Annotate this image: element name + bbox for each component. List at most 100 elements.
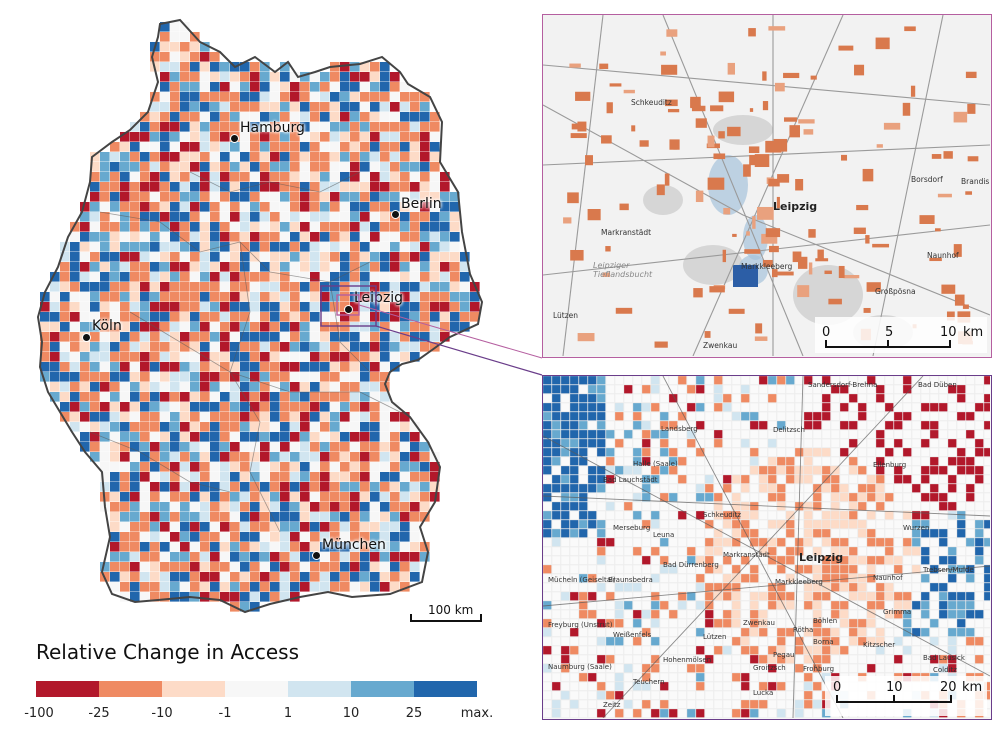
grid-cell: [180, 202, 190, 212]
grid-cell: [749, 699, 759, 709]
grid-cell: [578, 393, 588, 403]
grid-cell: [677, 429, 687, 439]
grid-cell: [938, 420, 948, 430]
grid-cell: [240, 72, 250, 82]
grid-cell: [767, 474, 777, 484]
grid-cell: [695, 699, 705, 709]
grid-cell: [650, 645, 660, 655]
grid-cell: [605, 519, 615, 529]
grid-cell: [70, 252, 80, 262]
grid-cell: [785, 645, 795, 655]
grid-cell: [190, 142, 200, 152]
grid-cell: [884, 645, 894, 655]
grid-cell: [250, 292, 260, 302]
grid-cell: [632, 528, 642, 538]
grid-cell: [210, 492, 220, 502]
grid-cell: [340, 172, 350, 182]
grid-cell: [560, 474, 570, 484]
grid-cell: [130, 412, 140, 422]
grid-cell: [210, 202, 220, 212]
grid-cell: [140, 522, 150, 532]
road: [543, 435, 990, 677]
grid-cell: [713, 376, 723, 385]
grid-cell: [200, 162, 210, 172]
grid-cell: [280, 162, 290, 172]
grid-cell: [578, 663, 588, 673]
grid-cell: [170, 112, 180, 122]
grid-cell: [821, 627, 831, 637]
grid-cell: [974, 564, 984, 574]
grid-cell: [857, 402, 867, 412]
germany-border: [36, 18, 484, 614]
grid-cell: [551, 564, 561, 574]
grid-cell: [200, 232, 210, 242]
grid-cell: [704, 564, 714, 574]
grid-cell: [686, 501, 696, 511]
grid-cell: [130, 402, 140, 412]
grid-cell: [170, 372, 180, 382]
grid-cell: [100, 442, 110, 452]
grid-cell: [821, 546, 831, 556]
grid-cell: [180, 182, 190, 192]
inset-top-scale-line: [825, 346, 951, 348]
settlement-patch: [946, 311, 955, 321]
grid-cell: [260, 472, 270, 482]
grid-cell: [170, 42, 180, 52]
inset-bottom-scale-unit: km: [962, 680, 983, 695]
grid-cell: [713, 690, 723, 700]
grid-cell: [220, 582, 230, 592]
grid-cell: [722, 627, 732, 637]
grid-cell: [340, 502, 350, 512]
grid-cell: [120, 132, 130, 142]
grid-cell: [180, 422, 190, 432]
grid-cell: [893, 609, 903, 619]
grid-cell: [150, 112, 160, 122]
settlement-patch: [765, 140, 782, 153]
grid-cell: [543, 681, 552, 691]
grid-cell: [551, 456, 561, 466]
grid-cell: [80, 292, 90, 302]
grid-cell: [677, 474, 687, 484]
grid-cell: [560, 699, 570, 709]
grid-cell: [140, 212, 150, 222]
grid-cell: [100, 432, 110, 442]
grid-cell: [749, 519, 759, 529]
grid-cell: [320, 132, 330, 142]
grid-cell: [160, 522, 170, 532]
grid-cell: [578, 582, 588, 592]
grid-cell: [929, 501, 939, 511]
grid-cell: [330, 292, 340, 302]
grid-cell: [380, 472, 390, 482]
grid-cell: [659, 618, 669, 628]
grid-cell: [210, 272, 220, 282]
grid-cell: [260, 372, 270, 382]
grid-cell: [420, 322, 430, 332]
grid-cell: [722, 672, 732, 682]
grid-cell: [812, 429, 822, 439]
grid-cell: [210, 172, 220, 182]
grid-cell: [250, 542, 260, 552]
grid-cell: [160, 272, 170, 282]
grid-cell: [260, 172, 270, 182]
grid-cell: [938, 393, 948, 403]
connector-top: [358, 304, 543, 359]
inset-top-place-label: Brandis: [961, 177, 990, 186]
grid-cell: [569, 591, 579, 601]
grid-cell: [270, 212, 280, 222]
highlight-cell-cluster: [733, 265, 758, 287]
grid-cell: [120, 452, 130, 462]
inset-top-scale-tick: [949, 340, 951, 347]
grid-cell: [722, 429, 732, 439]
road: [543, 224, 990, 276]
grid-cell: [740, 708, 750, 718]
grid-cell: [90, 162, 100, 172]
road: [543, 565, 990, 607]
grid-cell: [200, 402, 210, 412]
settlement-patch: [693, 288, 703, 298]
grid-cell: [290, 462, 300, 472]
grid-cell: [320, 282, 330, 292]
grid-cell: [830, 618, 840, 628]
grid-cell: [390, 152, 400, 162]
grid-cell: [170, 522, 180, 532]
grid-cell: [830, 582, 840, 592]
